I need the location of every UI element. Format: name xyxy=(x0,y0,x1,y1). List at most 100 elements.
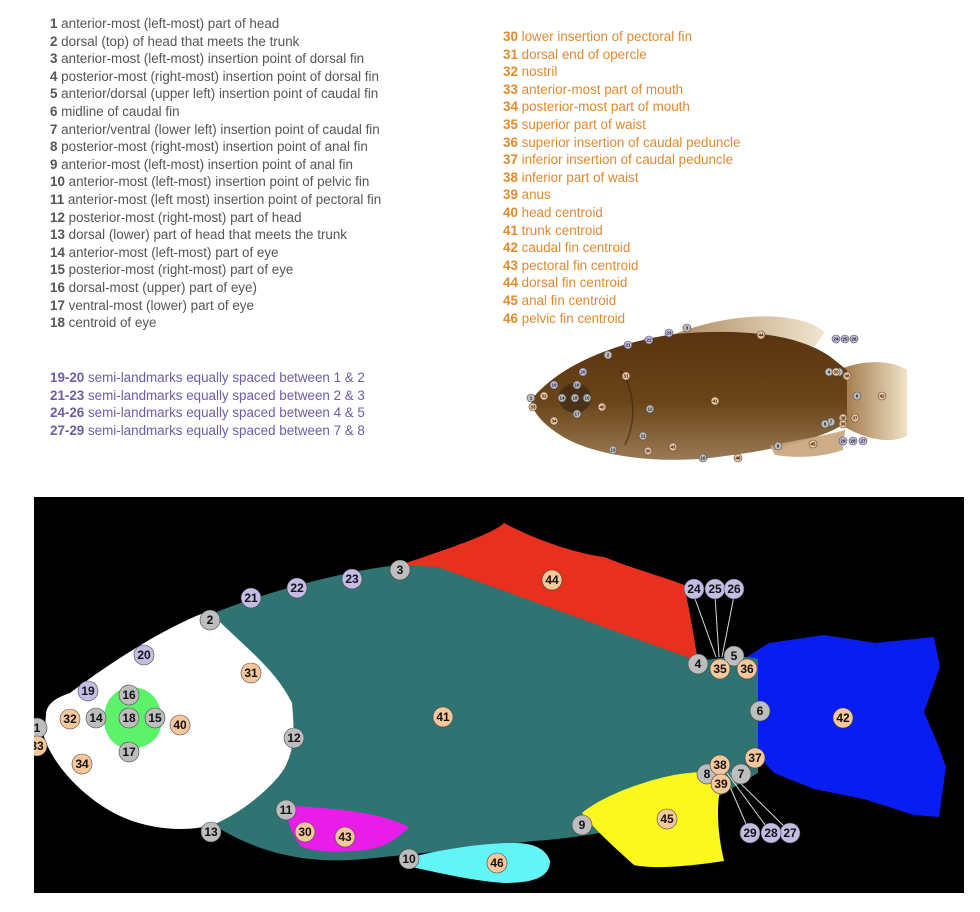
legend-text: pelvic fin centroid xyxy=(517,310,626,326)
landmark-label: 10 xyxy=(700,456,706,461)
landmark-label: 37 xyxy=(748,751,762,765)
landmark-45: 45 xyxy=(656,808,678,830)
landmark-31: 31 xyxy=(240,662,262,684)
landmark-label: 33 xyxy=(530,405,536,410)
legend-item: 2 dorsal (top) of head that meets the tr… xyxy=(50,33,381,51)
landmark-label: 18 xyxy=(122,711,136,725)
photo-caudal-fin xyxy=(843,362,907,441)
landmark-23: 23 xyxy=(664,328,674,338)
landmark-label: 29 xyxy=(743,826,757,840)
landmark-dot xyxy=(572,380,582,390)
landmark-label: 11 xyxy=(280,803,293,817)
leader-lines xyxy=(693,595,792,834)
landmark-41: 41 xyxy=(710,396,720,406)
landmark-label: 1 xyxy=(34,721,41,735)
landmark-23: 23 xyxy=(341,568,363,590)
landmark-label: 8 xyxy=(824,422,827,427)
legend-item: 6 midline of caudal fin xyxy=(50,103,381,121)
legend-text: ventral-most (lower) part of eye xyxy=(64,297,254,313)
landmark-6: 6 xyxy=(852,391,862,401)
landmark-dot xyxy=(432,706,454,728)
legend-number: 10 xyxy=(50,174,65,190)
landmark-dot xyxy=(773,441,783,451)
landmark-18: 18 xyxy=(118,707,140,729)
landmark-dot xyxy=(549,416,559,426)
anal-fin-region xyxy=(582,771,724,868)
landmark-label: 35 xyxy=(713,662,727,676)
landmark-label: 28 xyxy=(850,439,856,444)
landmark-dot xyxy=(486,852,508,874)
landmark-dot xyxy=(275,799,297,821)
landmark-34: 34 xyxy=(549,416,559,426)
landmark-label: 25 xyxy=(842,337,848,342)
landmark-dot xyxy=(240,662,262,684)
landmark-29: 29 xyxy=(838,436,848,446)
landmark-dot xyxy=(840,334,850,344)
legend-text: anterior/ventral (lower left) insertion … xyxy=(57,121,380,137)
landmark-dot xyxy=(34,735,48,757)
landmark-label: 29 xyxy=(840,439,846,444)
landmark-label: 26 xyxy=(727,582,741,596)
landmark-dot xyxy=(656,808,678,830)
landmark-label: 14 xyxy=(89,711,103,725)
legend-item: 38 inferior part of waist xyxy=(503,169,740,187)
landmark-dot xyxy=(756,330,766,340)
landmark-label: 2 xyxy=(607,353,610,358)
landmark-10: 10 xyxy=(398,848,420,870)
head-region xyxy=(44,611,294,829)
landmark-label: 7 xyxy=(830,420,833,425)
landmark-14: 14 xyxy=(85,707,107,729)
legend-text: anterior-most part of mouth xyxy=(517,81,684,97)
landmark-24: 24 xyxy=(831,334,841,344)
landmark-dot xyxy=(541,569,563,591)
landmark-label: 44 xyxy=(758,333,764,338)
landmark-label: 13 xyxy=(204,825,218,839)
landmark-4: 4 xyxy=(824,367,834,377)
legend-text: posterior-most part of mouth xyxy=(517,99,690,115)
legend-text: semi-landmarks equally spaced between 1 … xyxy=(84,370,365,385)
legend-item: 16 dorsal-most (upper) part of eye) xyxy=(50,279,381,297)
landmark-dot xyxy=(85,707,107,729)
landmark-25: 25 xyxy=(840,334,850,344)
legend-text: anterior-most (left-most) insertion poin… xyxy=(64,174,370,190)
landmark-dot xyxy=(623,340,633,350)
landmark-19: 19 xyxy=(549,380,559,390)
landmark-29: 29 xyxy=(739,822,761,844)
landmark-label: 35 xyxy=(833,370,839,375)
legend-number: 27-29 xyxy=(50,422,85,438)
landmark-label: 40 xyxy=(173,718,187,732)
landmark-dot xyxy=(582,393,592,403)
landmark-label: 32 xyxy=(63,712,77,726)
landmark-19: 19 xyxy=(77,680,99,702)
landmark-43: 43 xyxy=(668,442,678,452)
landmark-label: 42 xyxy=(836,711,850,725)
landmark-dot xyxy=(572,409,582,419)
landmark-label: 4 xyxy=(828,370,831,375)
legend-text: pectoral fin centroid xyxy=(517,257,639,273)
legend-number: 21-23 xyxy=(50,387,85,403)
landmark-2: 2 xyxy=(199,609,221,631)
legend-item: 9 anterior-most (left-most) insertion po… xyxy=(50,156,381,174)
legend-number: 36 xyxy=(503,134,518,150)
landmark-3: 3 xyxy=(682,323,692,333)
landmark-dot xyxy=(709,658,731,680)
landmark-label: 45 xyxy=(660,812,674,826)
legend-additional-landmarks: 30 lower insertion of pectoral fin 31 dor… xyxy=(503,28,740,327)
landmark-dot xyxy=(877,391,887,401)
legend-item: 12 posterior-most (right-most) part of h… xyxy=(50,209,381,227)
landmark-1: 1 xyxy=(526,393,536,403)
legend-number: 14 xyxy=(50,244,65,260)
landmark-label: 43 xyxy=(338,830,352,844)
legend-text: superior insertion of caudal peduncle xyxy=(517,134,741,150)
legend-item: 17 ventral-most (lower) part of eye xyxy=(50,297,381,315)
landmark-label: 46 xyxy=(735,456,741,461)
legend-item: 1 anterior-most (left-most) part of head xyxy=(50,15,381,33)
legend-number: 44 xyxy=(503,275,518,291)
legend-text: semi-landmarks equally spaced between 7 … xyxy=(84,422,365,438)
landmark-dot xyxy=(849,334,859,344)
landmark-15: 15 xyxy=(582,393,592,403)
landmark-dot xyxy=(749,700,771,722)
landmark-dot xyxy=(283,727,305,749)
legend-number: 17 xyxy=(50,297,65,313)
landmark-label: 9 xyxy=(777,444,780,449)
